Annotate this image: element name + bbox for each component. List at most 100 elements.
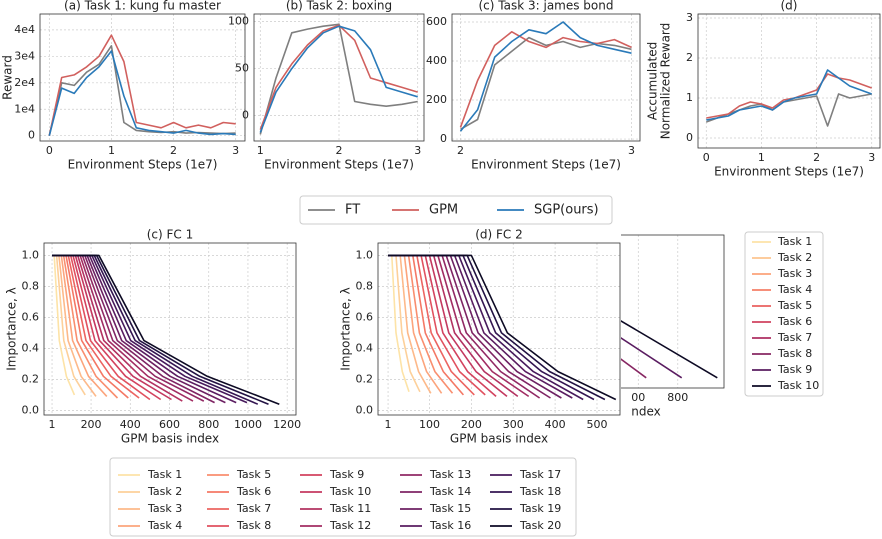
y-tick-label: 0.0: [22, 403, 40, 416]
x-tick-label: 1200: [273, 418, 301, 431]
x-tick-label: 3: [414, 144, 421, 157]
x-tick-label: 1: [257, 144, 264, 157]
plot-area: [254, 14, 424, 141]
x-axis-label: Environment Steps (1e7): [714, 165, 864, 179]
y-tick-label: 0: [28, 129, 35, 142]
y-tick-label: 0: [242, 109, 249, 122]
series-line: [459, 31, 632, 128]
plot-frame: [253, 13, 425, 142]
x-tick-label: 0: [703, 151, 710, 164]
plot-frame: [697, 13, 881, 149]
legend-label: Task 10: [329, 485, 371, 498]
y-tick-label: 3: [686, 11, 693, 24]
y-tick-label: 200: [426, 93, 447, 106]
y-tick-label: 0: [686, 131, 693, 144]
legend-label: Task 20: [519, 519, 561, 532]
x-tick-label: 400: [545, 418, 566, 431]
legend-label: Task 15: [429, 502, 471, 515]
y-tick-label: 50: [235, 62, 249, 75]
y-tick-label: 2e4: [14, 76, 35, 89]
y-tick-label: 0.6: [22, 310, 40, 323]
legend-box: [109, 457, 577, 537]
series-line: [52, 254, 280, 405]
series-line: [388, 254, 617, 401]
series-line: [259, 25, 418, 133]
legend-label: GPM: [429, 203, 458, 218]
x-tick-label: 300: [503, 418, 524, 431]
series-line: [460, 36, 632, 130]
series-line: [259, 24, 418, 130]
plot-lines: [459, 21, 632, 132]
legend-box: [299, 195, 613, 225]
y-tick-label: 1.0: [356, 248, 374, 261]
x-tick-label: 1: [385, 418, 392, 431]
y-tick-label: 0.4: [22, 341, 40, 354]
plot-lines: [706, 69, 872, 127]
y-tick-label: 0.8: [22, 279, 40, 292]
x-tick-label: 200: [461, 418, 482, 431]
legend-label: Task 3: [147, 502, 182, 515]
y-axis-label: Normalized Reward: [659, 23, 673, 140]
legend-label: Task 6: [236, 485, 271, 498]
x-tick-label: 800: [198, 418, 219, 431]
y-axis-label: Accumulated: [646, 42, 660, 121]
series-line: [459, 21, 632, 132]
x-tick-label: 1000: [234, 418, 262, 431]
legend-label: Task 4: [147, 519, 182, 532]
x-tick-label: 200: [81, 418, 102, 431]
series-line: [48, 45, 236, 136]
legend-label: Task 16: [429, 519, 471, 532]
legend-label: Task 2: [777, 251, 812, 264]
y-tick-label: 0.6: [356, 310, 374, 323]
x-axis-label: GPM basis index: [450, 432, 548, 446]
y-tick-label: 0.8: [356, 279, 374, 292]
x-tick-label: 600: [159, 418, 180, 431]
series-line: [706, 69, 872, 121]
y-axis-label: Importance, λ: [5, 287, 19, 371]
y-axis-label: Importance, λ: [339, 287, 353, 371]
x-tick-label: 3: [628, 144, 635, 157]
legend-label: Task 14: [429, 485, 471, 498]
legend-label: Task 5: [236, 468, 271, 481]
plot-lines: [48, 34, 236, 136]
chart-title: (d): [781, 0, 798, 13]
series-line: [48, 34, 236, 136]
legend-label: Task 11: [329, 502, 371, 515]
y-axis-label: Reward: [1, 55, 15, 100]
legend-label: Task 7: [777, 331, 812, 344]
chart-title: (c) FC 1: [147, 228, 194, 242]
plot-area: [452, 14, 640, 141]
legend-label: Task 7: [236, 502, 271, 515]
legend-label: SGP(ours): [534, 203, 599, 218]
plot-frame: [43, 242, 297, 416]
y-tick-label: 0.4: [356, 341, 374, 354]
legend-label: Task 10: [777, 379, 819, 392]
legend-label: Task 17: [519, 468, 561, 481]
legend-label: Task 18: [519, 485, 561, 498]
series-line: [706, 73, 872, 119]
legend-label: Task 1: [147, 468, 182, 481]
y-tick-label: 100: [228, 15, 249, 28]
x-tick-label: 800: [667, 391, 688, 404]
legend-label: Task 13: [429, 468, 471, 481]
x-tick-label: 100: [419, 418, 440, 431]
y-tick-label: 4e4: [14, 23, 35, 36]
chart-title: (c) Task 3: james bond: [479, 0, 614, 13]
x-axis-label: Environment Steps (1e7): [471, 158, 621, 172]
series-line: [48, 50, 236, 136]
x-tick-label: 2: [170, 144, 177, 157]
legend-label: FT: [345, 203, 360, 218]
x-tick-label: 00: [631, 391, 645, 404]
plot-frame: [377, 242, 621, 416]
chart-title: (b) Task 2: boxing: [286, 0, 392, 13]
series-line: [706, 93, 872, 127]
legend-box: [744, 231, 824, 397]
x-tick-label: 3: [232, 144, 239, 157]
chart-title: (d) FC 2: [475, 228, 523, 242]
x-axis-label: Environment Steps (1e7): [264, 158, 414, 172]
x-tick-label: 500: [586, 418, 607, 431]
x-tick-label: 2: [457, 144, 464, 157]
y-tick-label: 0.0: [356, 403, 374, 416]
